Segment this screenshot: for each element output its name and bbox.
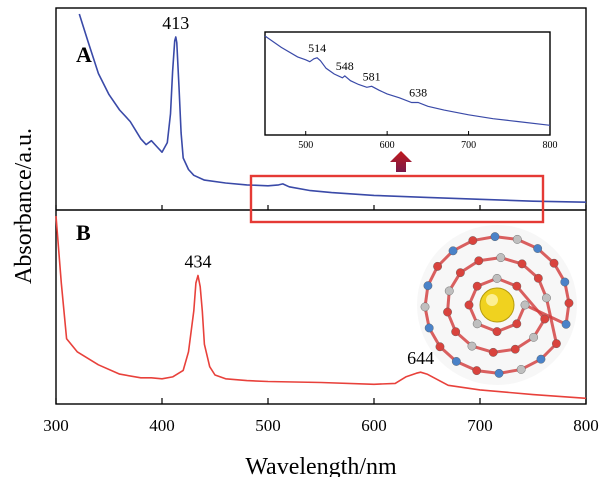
zoom-region-box bbox=[249, 174, 545, 224]
panel-b-label: B bbox=[76, 220, 91, 245]
x-axis-label: Wavelength/nm bbox=[245, 454, 397, 477]
inset-tick-label: 800 bbox=[543, 140, 558, 151]
zoom-arrow-icon bbox=[390, 151, 412, 172]
inset-tick-label: 700 bbox=[461, 140, 476, 151]
series-line bbox=[55, 215, 587, 400]
inset-curve: 500 600 700 800 514 548 581 638 bbox=[264, 35, 558, 151]
panel-a-curve: 413 bbox=[78, 13, 587, 203]
peak-label: 644 bbox=[407, 348, 434, 368]
inset-tick-label: 500 bbox=[298, 140, 313, 151]
x-tick-label: 500 bbox=[255, 416, 281, 435]
inset-peak-label: 548 bbox=[336, 59, 354, 73]
inset-peak-label: 581 bbox=[363, 69, 381, 83]
inset-tick-label: 600 bbox=[380, 140, 395, 151]
inset-peak-label: 638 bbox=[409, 86, 427, 100]
x-tick-label: 600 bbox=[361, 416, 387, 435]
y-axis-label: Absorbance/a.u. bbox=[11, 128, 37, 284]
x-tick-label: 700 bbox=[467, 416, 493, 435]
inset-series-line bbox=[264, 35, 551, 126]
peak-label: 413 bbox=[162, 13, 189, 33]
x-tick-label: 800 bbox=[573, 416, 599, 435]
x-axis-ticks: 300 400 500 600 700 800 bbox=[43, 205, 599, 435]
x-tick-label: 300 bbox=[43, 416, 69, 435]
series-line bbox=[78, 13, 587, 203]
x-tick-label: 400 bbox=[149, 416, 175, 435]
panel-a-label: A bbox=[76, 42, 92, 67]
inset-peak-label: 514 bbox=[308, 41, 326, 55]
peak-label: 434 bbox=[185, 252, 212, 272]
inset-frame bbox=[264, 31, 551, 136]
molecule-illustration bbox=[417, 225, 577, 385]
panel-b-curve: 434 644 bbox=[55, 215, 587, 400]
